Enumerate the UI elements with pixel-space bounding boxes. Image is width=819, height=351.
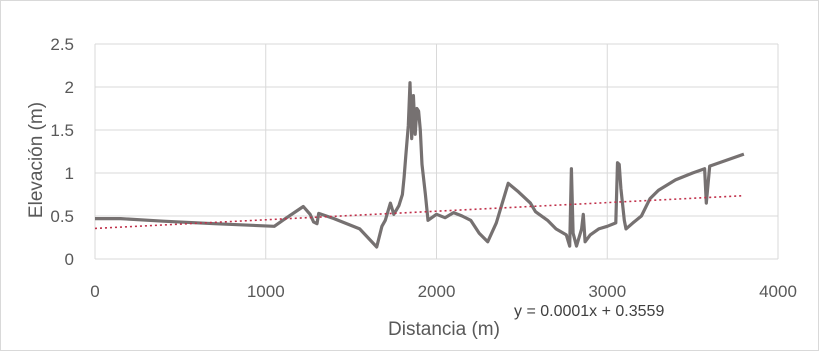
y-tick-label: 0.5 bbox=[50, 207, 74, 226]
x-tick-label: 4000 bbox=[759, 282, 797, 301]
gridlines bbox=[94, 43, 779, 260]
y-tick-label: 1 bbox=[65, 164, 74, 183]
trendline-equation-label: y = 0.0001x + 0.3559 bbox=[514, 303, 664, 320]
y-tick-label: 0 bbox=[65, 250, 74, 269]
y-tick-label: 2.5 bbox=[50, 35, 74, 54]
x-tick-label: 3000 bbox=[588, 282, 626, 301]
x-tick-label: 0 bbox=[90, 282, 99, 301]
y-axis-title: Elevación (m) bbox=[26, 102, 47, 218]
y-tick-labels: 0 0.5 1 1.5 2 2.5 bbox=[50, 35, 74, 269]
x-axis-title: Distancia (m) bbox=[388, 319, 500, 340]
x-tick-labels: 0 1000 2000 3000 4000 bbox=[90, 282, 797, 301]
y-tick-label: 2 bbox=[65, 78, 74, 97]
linear-trendline bbox=[94, 194, 744, 230]
elevation-series-line bbox=[95, 81, 745, 249]
y-tick-label: 1.5 bbox=[50, 121, 74, 140]
series-layer bbox=[95, 81, 745, 249]
x-tick-label: 2000 bbox=[418, 282, 456, 301]
trendline-layer bbox=[94, 194, 744, 230]
x-tick-label: 1000 bbox=[247, 282, 285, 301]
